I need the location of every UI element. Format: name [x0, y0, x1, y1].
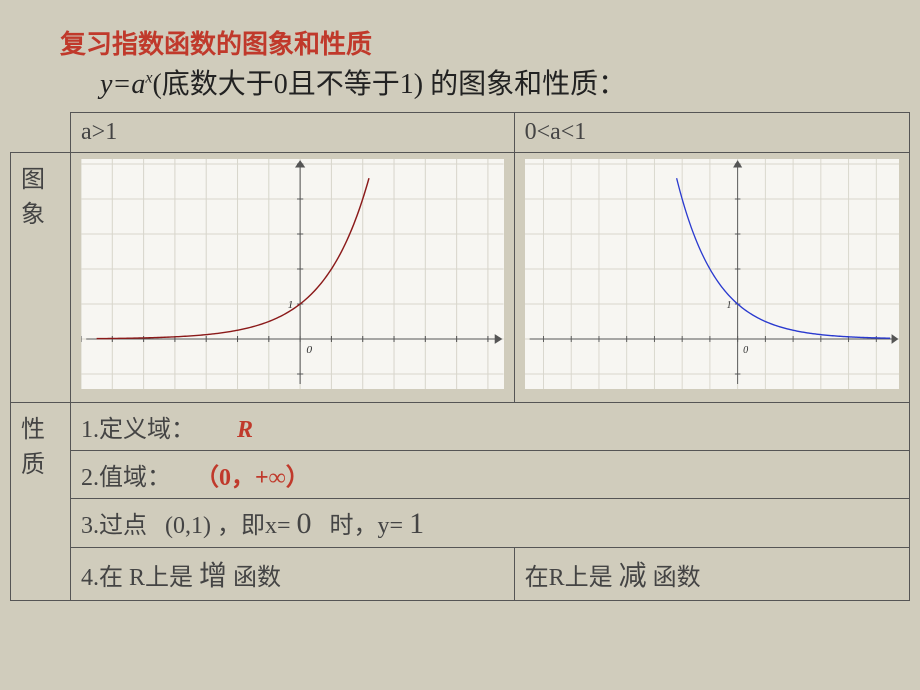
graph-increasing: 01	[81, 159, 504, 389]
graph-increasing-cell: 01	[71, 153, 515, 403]
prop-domain-row: 性 质 1.定义域： R	[11, 403, 910, 451]
prop-range: 2.值域： （0，+∞）	[71, 451, 910, 499]
mono-dec-word: 减	[619, 561, 647, 592]
row-label-graph: 图 象	[11, 153, 71, 403]
header-a-lt-1: 0<a<1	[514, 113, 909, 153]
svg-text:0: 0	[743, 345, 749, 356]
row-label-props: 性 质	[11, 403, 71, 601]
subtitle-tail: 的图象和性质：	[423, 69, 626, 100]
prop-range-row: 2.值域： （0，+∞）	[11, 451, 910, 499]
svg-text:0: 0	[306, 344, 312, 356]
prop-mono-decreasing: 在R上是 减 函数	[514, 548, 909, 601]
x-fill: 0	[297, 507, 312, 540]
mono-inc-word: 增	[199, 561, 227, 592]
prop-point: 3.过点 (0,1) ，即x= 0 时，y= 1	[71, 499, 910, 548]
graph-row: 图 象 01 01	[11, 153, 910, 403]
properties-table: a>1 0<a<1 图 象 01 01 性 质 1.定义域： R 2.值域： （…	[10, 112, 910, 601]
prop-domain: 1.定义域： R	[71, 403, 910, 451]
subtitle: y=ax(底数大于0且不等于1) 的图象和性质：	[100, 62, 626, 102]
svg-text:1: 1	[288, 299, 294, 311]
domain-value: R	[237, 417, 254, 443]
subtitle-paren: (底数大于0且不等于1)	[152, 69, 423, 100]
range-value: （0，+∞）	[195, 465, 310, 491]
header-a-gt-1: a>1	[71, 113, 515, 153]
y-fill: 1	[409, 507, 424, 540]
graph-decreasing: 01	[525, 159, 899, 389]
page-title: 复习指数函数的图象和性质	[60, 24, 372, 61]
svg-text:1: 1	[726, 300, 731, 311]
table-header-row: a>1 0<a<1	[11, 113, 910, 153]
graph-decreasing-cell: 01	[514, 153, 909, 403]
prop-mono-row: 4.在 R上是 增 函数 在R上是 减 函数	[11, 548, 910, 601]
prop-mono-increasing: 4.在 R上是 增 函数	[71, 548, 515, 601]
subtitle-func: y=ax	[100, 69, 152, 100]
prop-point-row: 3.过点 (0,1) ，即x= 0 时，y= 1	[11, 499, 910, 548]
point-value: (0,1)	[165, 513, 211, 539]
